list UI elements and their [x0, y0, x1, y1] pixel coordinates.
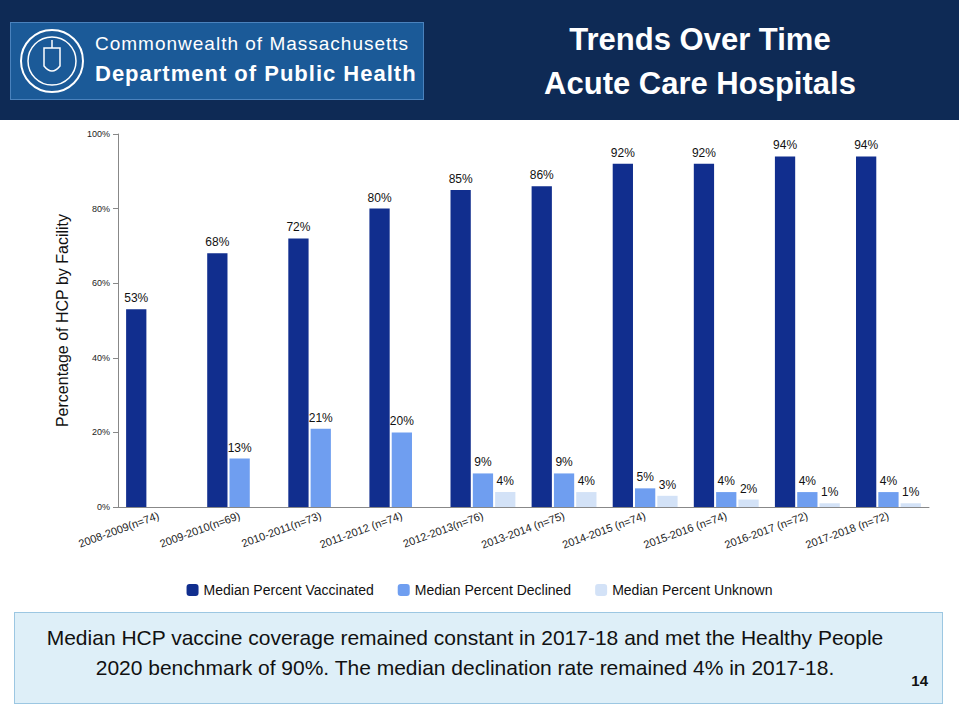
svg-text:Percentage of HCP by Facility: Percentage of HCP by Facility	[54, 214, 71, 427]
svg-text:92%: 92%	[611, 146, 635, 160]
svg-text:53%: 53%	[124, 291, 148, 305]
svg-text:0%: 0%	[97, 502, 110, 512]
svg-text:60%: 60%	[92, 278, 110, 288]
svg-text:20%: 20%	[390, 414, 414, 428]
svg-text:2013-2014 (n=75): 2013-2014 (n=75)	[480, 509, 567, 550]
svg-text:2017-2018 (n=72): 2017-2018 (n=72)	[804, 509, 891, 550]
svg-text:Median Percent Vaccinated: Median Percent Vaccinated	[204, 582, 374, 598]
svg-text:40%: 40%	[92, 353, 110, 363]
svg-text:2009-2010(n=69): 2009-2010(n=69)	[158, 509, 242, 549]
svg-text:21%: 21%	[309, 411, 333, 425]
svg-text:13%: 13%	[228, 441, 252, 455]
html-text:Trends Over Time: Trends Over Time	[569, 22, 831, 57]
svg-text:4%: 4%	[718, 474, 736, 488]
html-text:Commonwealth of Massachusetts: Commonwealth of Massachusetts	[95, 33, 410, 54]
svg-text:86%: 86%	[530, 168, 554, 182]
svg-text:94%: 94%	[854, 138, 878, 152]
svg-text:4%: 4%	[880, 474, 898, 488]
svg-text:1%: 1%	[821, 485, 839, 499]
svg-text:2016-2017 (n=72): 2016-2017 (n=72)	[723, 509, 810, 550]
svg-text:Median Percent Unknown: Median Percent Unknown	[612, 582, 772, 598]
svg-text:4%: 4%	[799, 474, 817, 488]
svg-text:9%: 9%	[474, 455, 492, 469]
html-text:14: 14	[911, 672, 928, 689]
svg-text:85%: 85%	[449, 172, 473, 186]
svg-text:2012-2013(n=76): 2012-2013(n=76)	[401, 509, 485, 549]
svg-text:80%: 80%	[368, 191, 392, 205]
svg-text:2014-2015 (n=74): 2014-2015 (n=74)	[561, 509, 648, 550]
svg-text:100%: 100%	[87, 129, 110, 139]
svg-text:5%: 5%	[636, 470, 654, 484]
html-text:Acute Care Hospitals: Acute Care Hospitals	[544, 66, 856, 101]
svg-text:94%: 94%	[773, 138, 797, 152]
svg-text:9%: 9%	[555, 455, 573, 469]
svg-text:1%: 1%	[902, 485, 920, 499]
svg-text:2015-2016 (n=74): 2015-2016 (n=74)	[642, 509, 729, 550]
svg-text:Median Percent Declined: Median Percent Declined	[415, 582, 571, 598]
svg-text:4%: 4%	[497, 474, 515, 488]
svg-text:80%: 80%	[92, 204, 110, 214]
svg-text:68%: 68%	[205, 235, 229, 249]
svg-text:72%: 72%	[286, 220, 310, 234]
svg-text:2%: 2%	[740, 482, 758, 496]
svg-text:4%: 4%	[578, 474, 596, 488]
html-text:Department of Public Health: Department of Public Health	[95, 61, 417, 86]
svg-text:92%: 92%	[692, 146, 716, 160]
svg-text:2008-2009(n=74): 2008-2009(n=74)	[77, 509, 161, 549]
svg-text:2011-2012 (n=74): 2011-2012 (n=74)	[318, 509, 404, 550]
svg-text:20%: 20%	[92, 427, 110, 437]
svg-text:2010-2011(n=73): 2010-2011(n=73)	[240, 509, 323, 549]
html-text:Median HCP vaccine coverage re: Median HCP vaccine coverage remained con…	[46, 626, 884, 679]
svg-text:3%: 3%	[659, 478, 677, 492]
